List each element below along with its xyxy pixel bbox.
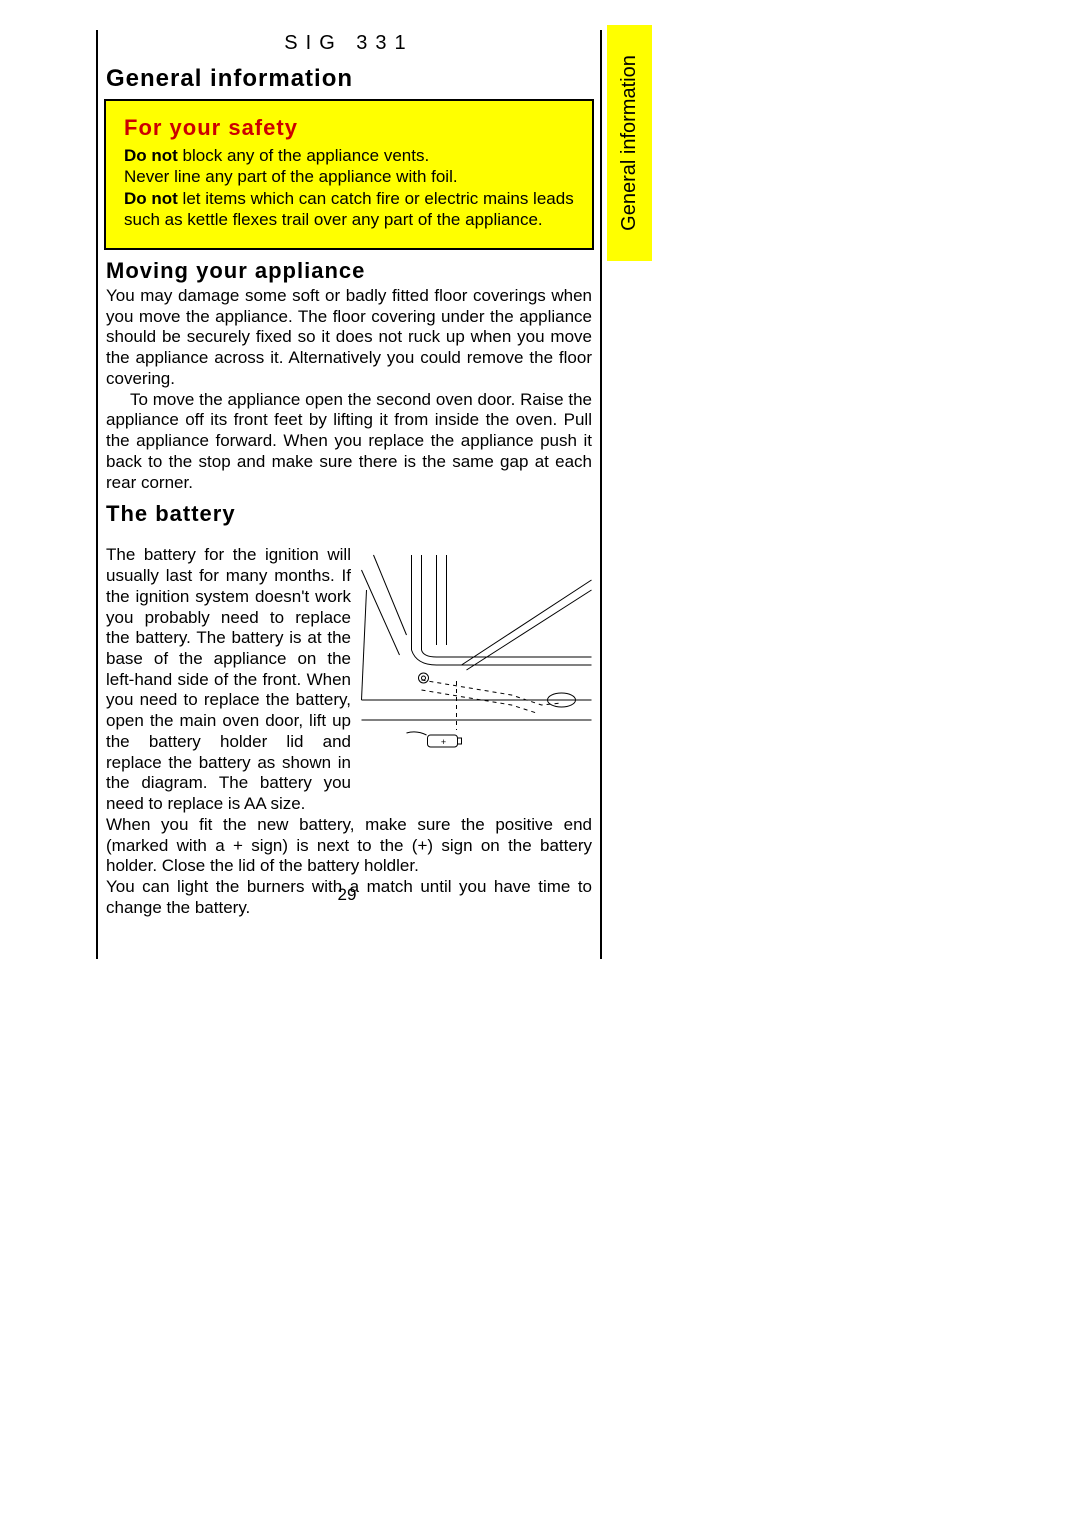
heading-general-information: General information [106, 65, 600, 93]
safety-line-1: Do not block any of the appliance vents. [124, 145, 574, 166]
side-tab-label: General information [607, 25, 652, 261]
safety-line-3: Do not let items which can catch fire or… [124, 188, 574, 231]
battery-diagram: + [361, 545, 592, 780]
heading-battery: The battery [106, 501, 600, 527]
battery-paragraph-2: When you fit the new battery, make sure … [106, 815, 592, 877]
safety-line-3-rest: let items which can catch fire or electr… [124, 189, 574, 229]
battery-row: The battery for the ignition will usuall… [106, 545, 592, 815]
do-not-2: Do not [124, 189, 178, 208]
page-number: 29 [96, 885, 598, 905]
model-code: SIG 331 [98, 30, 600, 55]
safety-title: For your safety [124, 115, 574, 141]
svg-text:+: + [441, 737, 446, 747]
heading-moving: Moving your appliance [106, 258, 600, 284]
battery-paragraph-1: The battery for the ignition will usuall… [106, 545, 351, 815]
safety-line-2: Never line any part of the appliance wit… [124, 166, 574, 187]
moving-paragraph-2: To move the appliance open the second ov… [106, 390, 592, 494]
do-not-1: Do not [124, 146, 178, 165]
moving-paragraph-1: You may damage some soft or badly fitted… [106, 286, 592, 390]
page: General information SIG 331 General info… [0, 0, 1080, 1528]
safety-box: For your safety Do not block any of the … [104, 99, 594, 250]
side-tab: General information [607, 25, 652, 261]
safety-line-1-rest: block any of the appliance vents. [178, 146, 429, 165]
content-column: SIG 331 General information For your saf… [96, 30, 602, 959]
battery-diagram-svg: + [361, 545, 592, 780]
